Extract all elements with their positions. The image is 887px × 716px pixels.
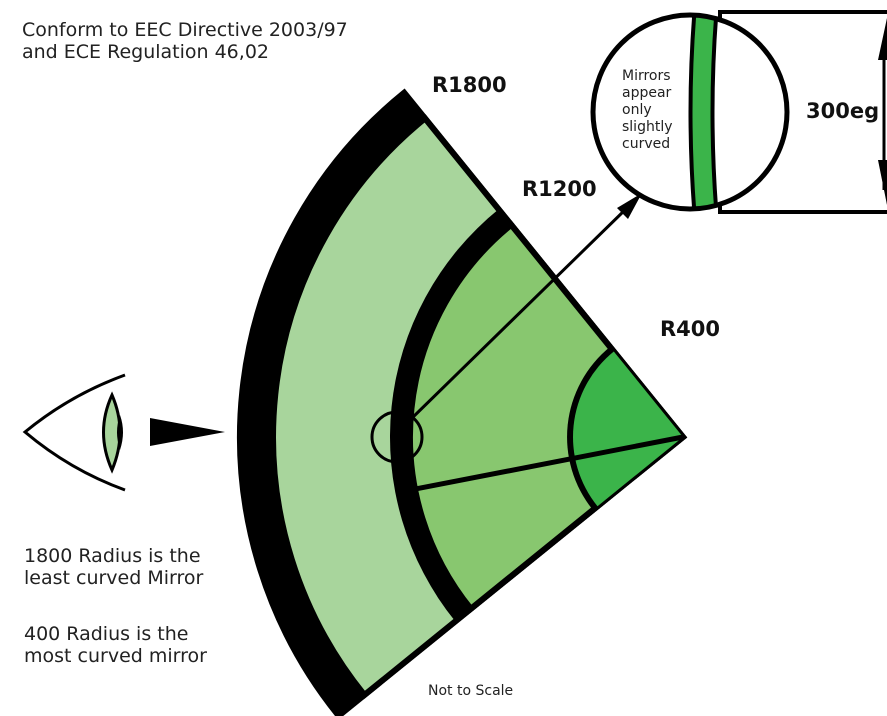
mirror-sector — [237, 88, 688, 716]
radius-label: R1200 — [522, 177, 597, 201]
arrow-line — [408, 205, 630, 422]
magnified-mirror — [688, 15, 720, 209]
eye — [22, 373, 126, 492]
header-line: Conform to EEC Directive 2003/97 — [22, 19, 348, 41]
note: most curved mirror — [24, 645, 207, 667]
focus-circle — [370, 410, 424, 464]
caption: Mirrors — [622, 68, 671, 84]
size-arrow-head — [878, 18, 887, 60]
radius-label: R400 — [660, 317, 720, 341]
caption: slightly — [622, 119, 673, 135]
footer: Not to Scale — [428, 683, 513, 699]
r1200-zone — [406, 220, 688, 614]
r400-zone — [573, 351, 683, 507]
view-arrow — [150, 418, 225, 446]
width-label: 300eg — [806, 99, 879, 123]
header-line: and ECE Regulation 46,02 — [22, 41, 269, 63]
caption: curved — [622, 136, 670, 152]
caption: only — [622, 102, 652, 118]
caption: appear — [622, 85, 672, 101]
radius-line — [414, 434, 684, 492]
note: 400 Radius is the — [24, 623, 188, 645]
radius-label: R1800 — [432, 73, 507, 97]
note: 1800 Radius is the — [24, 545, 201, 567]
size-arrow-head — [878, 160, 887, 205]
arrow-head — [617, 193, 642, 219]
magnifier-border — [590, 12, 790, 212]
note: least curved Mirror — [24, 567, 204, 589]
